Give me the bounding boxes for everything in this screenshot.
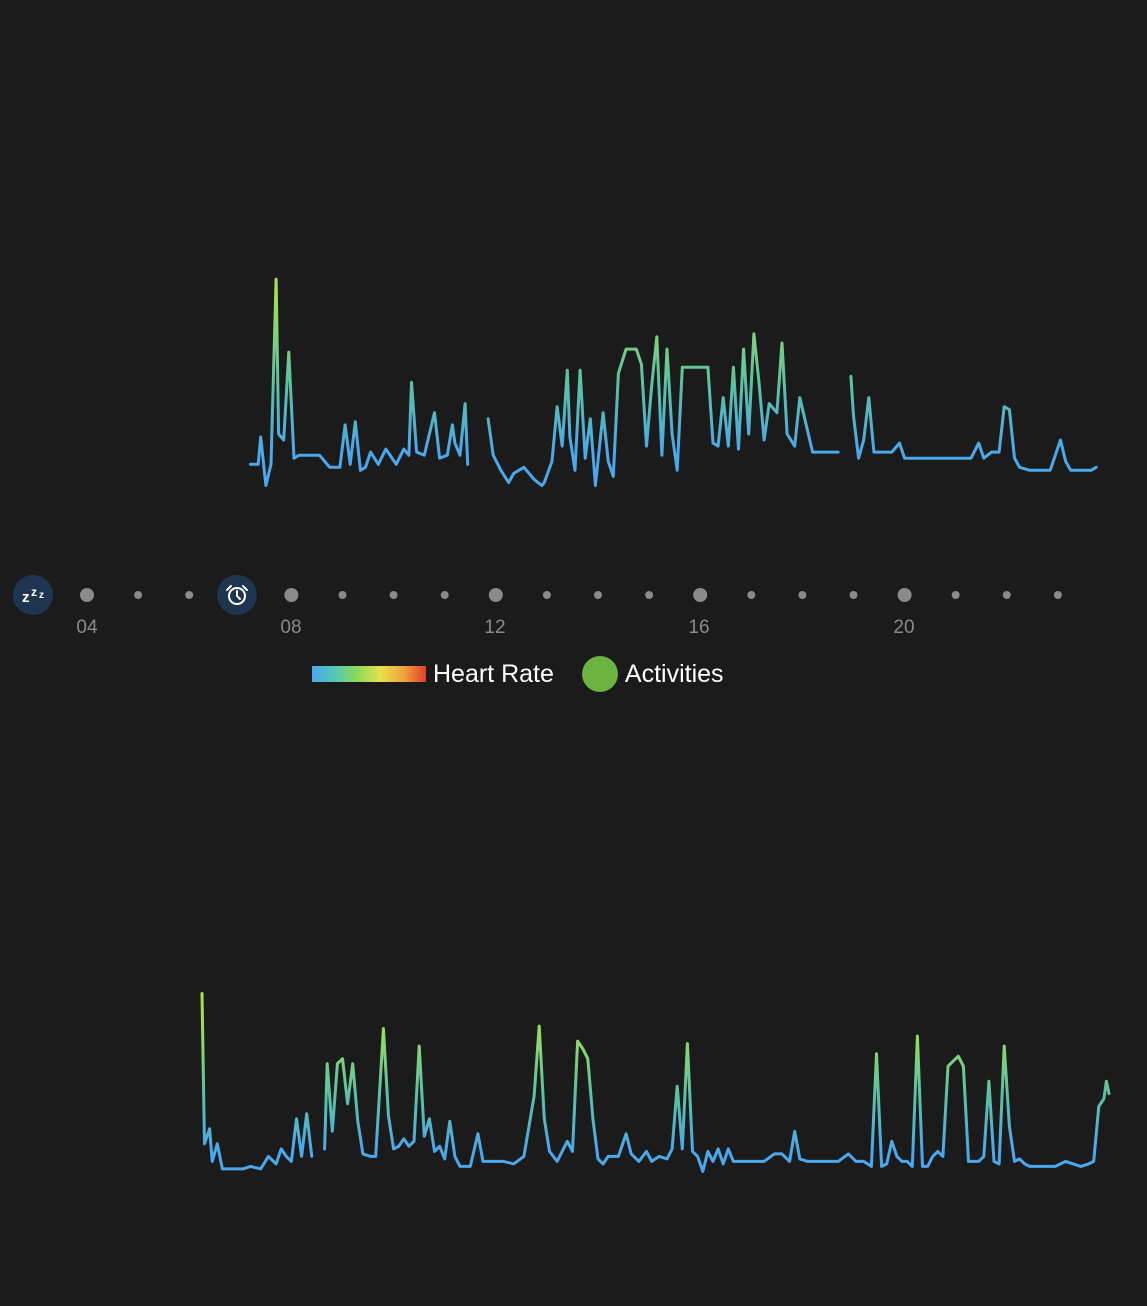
heart-rate-chart-top <box>249 277 1098 487</box>
heart-rate-chart-bottom <box>200 992 1111 1173</box>
activities-dot-icon <box>581 656 618 692</box>
heart-rate-line-segment-1 <box>200 992 314 1171</box>
tick-label-12: 12 <box>484 617 506 638</box>
alarm-clock-icon <box>217 575 257 615</box>
heart-rate-gradient-swatch <box>312 666 426 682</box>
svg-text:z: z <box>31 585 37 599</box>
timeline-dot-16 <box>693 588 708 602</box>
timeline-dot-19 <box>849 591 858 599</box>
legend-heart-rate-label: Heart Rate <box>433 659 554 688</box>
svg-text:z: z <box>22 589 30 606</box>
heart-rate-line-segment-3 <box>849 374 1098 472</box>
timeline-dot-15 <box>645 591 654 599</box>
svg-text:z: z <box>39 590 44 601</box>
timeline-dot-23 <box>1053 591 1062 599</box>
timeline-dot-4 <box>80 588 94 602</box>
timeline-dot-17 <box>747 591 756 599</box>
tick-label-16: 16 <box>688 617 710 638</box>
tick-label-08: 08 <box>280 617 302 638</box>
timeline-dot-6 <box>185 591 194 599</box>
heart-rate-line-segment-1 <box>249 277 470 487</box>
timeline-dot-12 <box>488 588 503 602</box>
legend-activities-label: Activities <box>624 659 724 688</box>
timeline-dot-11 <box>440 591 449 599</box>
timeline-dot-9 <box>338 591 347 599</box>
timeline-dot-8 <box>284 588 299 602</box>
tick-label-20: 20 <box>893 617 915 638</box>
timeline-dot-5 <box>134 591 143 599</box>
heart-rate-line-segment-2 <box>486 332 840 487</box>
tick-label-04: 04 <box>76 617 98 638</box>
timeline-dot-13 <box>542 591 551 599</box>
timeline-dot-20 <box>897 588 912 602</box>
heart-rate-line-segment-2 <box>323 1024 1111 1173</box>
timeline-dot-14 <box>594 591 602 599</box>
timeline-dot-22 <box>1002 591 1011 599</box>
chart-legend: Heart Rate Activities <box>312 652 724 696</box>
timeline-dot-10 <box>389 591 398 599</box>
timeline-dot-21 <box>951 591 960 599</box>
timeline-dot-18 <box>798 591 807 599</box>
